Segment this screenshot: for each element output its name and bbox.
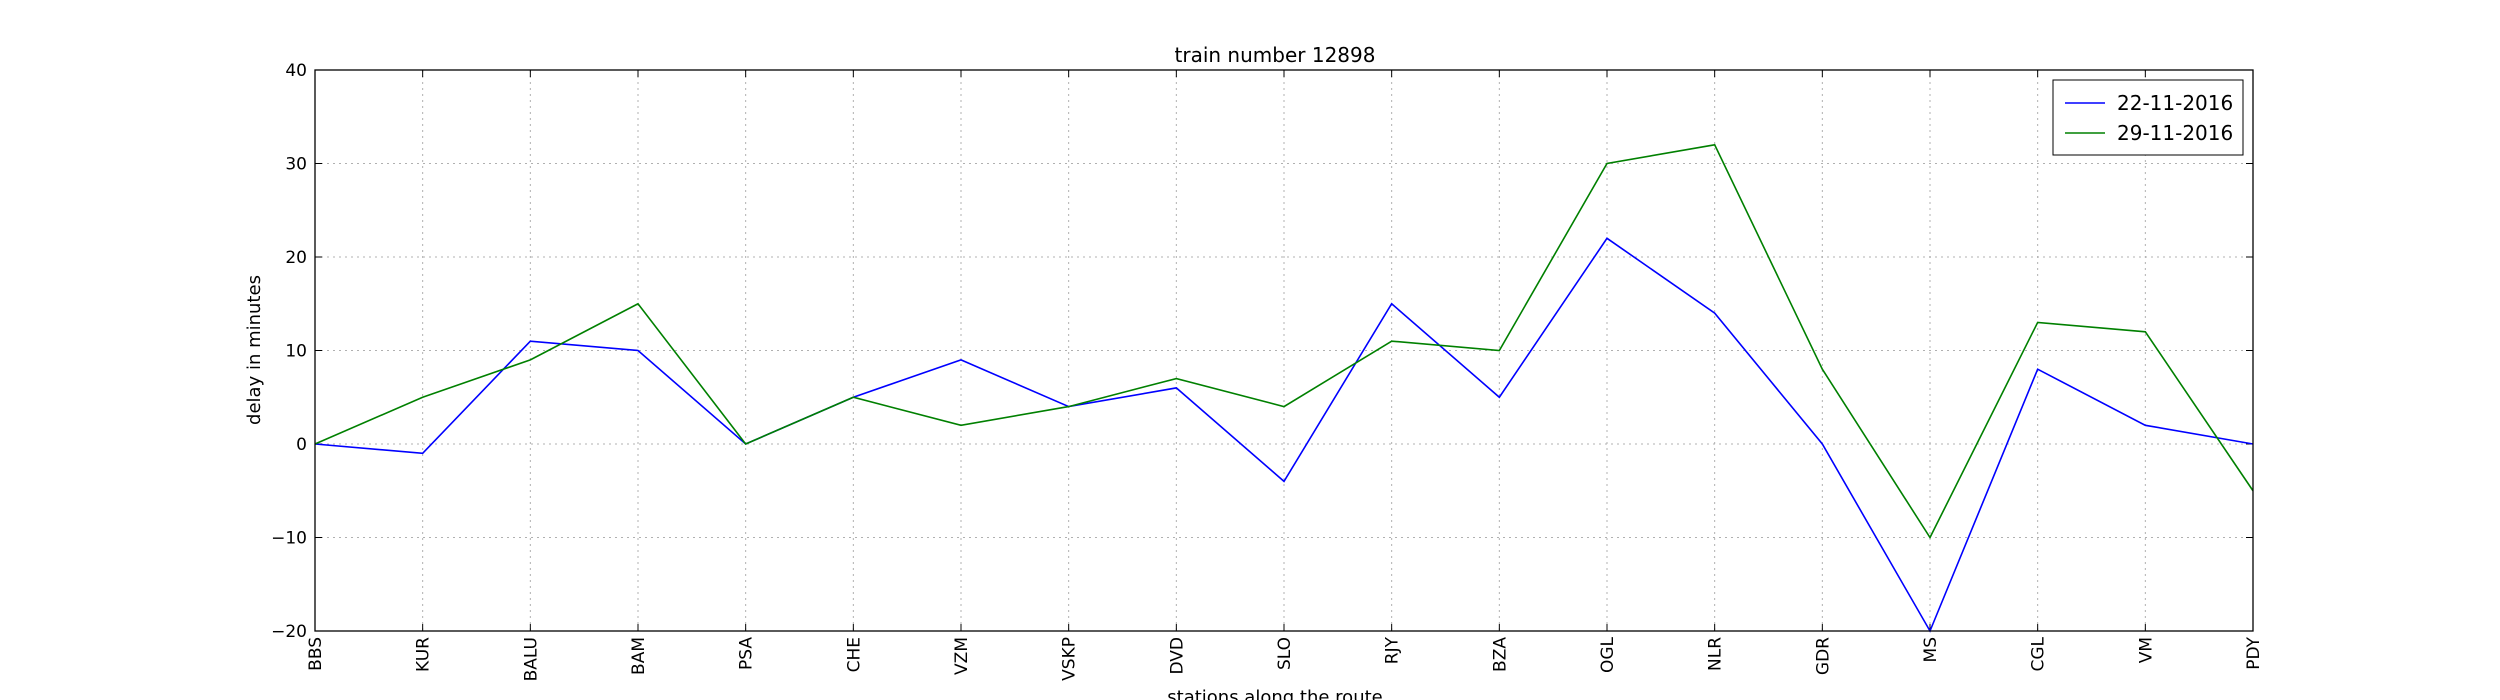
x-tick-label: KUR — [414, 637, 434, 672]
x-tick-label: CGL — [2029, 636, 2049, 671]
x-tick-label: BZA — [1490, 637, 1510, 672]
plot-frame — [314, 69, 2254, 632]
x-tick-label: MS — [1921, 637, 1941, 662]
x-axis-label: stations along the route — [1167, 687, 1382, 700]
legend: 22-11-2016 29-11-2016 — [2052, 79, 2244, 156]
x-tick-label: BBS — [306, 637, 326, 671]
y-tick-label: 0 — [296, 435, 307, 455]
x-tick-label: VZM — [952, 637, 972, 675]
x-tick-label: VSKP — [1060, 637, 1080, 681]
x-tick-label: CHE — [844, 637, 864, 672]
y-tick-label: 40 — [285, 61, 307, 81]
y-tick-label: −20 — [271, 622, 307, 642]
y-tick-label: 10 — [285, 342, 307, 362]
y-tick-label: 20 — [285, 248, 307, 268]
series-line — [314, 237, 2254, 633]
y-tick-label: −10 — [271, 529, 307, 549]
x-tick-label: GDR — [1813, 637, 1833, 675]
x-tick-label: OGL — [1598, 636, 1618, 673]
y-axis-label: delay in minutes — [244, 275, 265, 425]
grid — [315, 70, 2253, 631]
x-tick-label: RJY — [1383, 636, 1403, 664]
x-tick-label: DVD — [1167, 637, 1187, 675]
x-tick-label: SLO — [1275, 637, 1295, 670]
y-tick-label: 30 — [285, 155, 307, 175]
x-tick-label: VM — [2136, 637, 2156, 663]
chart-title: train number 12898 — [1175, 43, 1376, 67]
legend-box — [2052, 79, 2244, 156]
legend-label: 29-11-2016 — [2117, 121, 2233, 145]
x-tick-label: BALU — [521, 637, 541, 681]
x-tick-label: NLR — [1706, 637, 1726, 671]
x-tick-label: PDY — [2244, 636, 2264, 669]
x-tick-label: BAM — [629, 637, 649, 675]
legend-label: 22-11-2016 — [2117, 91, 2233, 115]
x-tick-label: PSA — [737, 637, 757, 670]
